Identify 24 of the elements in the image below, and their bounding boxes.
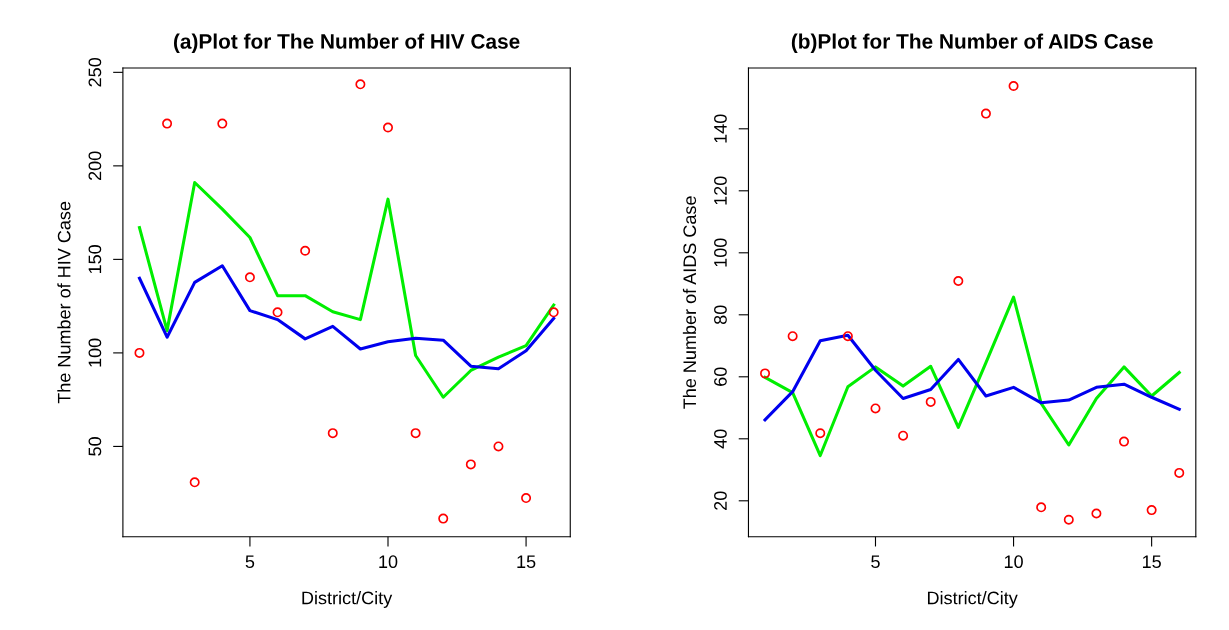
y-tick-label: 100 xyxy=(714,238,727,267)
x-tick-label: 10 xyxy=(1004,555,1023,569)
y-tick-label: 140 xyxy=(714,114,727,143)
y-tick-label: 120 xyxy=(714,176,727,205)
y-tick-label: 20 xyxy=(714,491,727,510)
y-axis-title: The Number of HIV Case xyxy=(57,201,71,404)
x-axis-title: District/City xyxy=(927,591,1018,608)
y-axis-title: The Number of AIDS Case xyxy=(682,196,697,409)
y-tick-label: 80 xyxy=(714,305,727,325)
chart-title: (b)Plot for The Number of AIDS Case xyxy=(791,33,1153,53)
x-axis-title: District/City xyxy=(302,591,393,608)
x-tick-label: 5 xyxy=(871,555,880,569)
y-tick-label: 50 xyxy=(88,437,102,456)
chart-title: (a)Plot for The Number of HIV Case xyxy=(173,33,520,53)
x-tick-label: 15 xyxy=(1142,555,1161,569)
y-tick-label: 200 xyxy=(88,151,102,181)
y-tick-label: 40 xyxy=(714,429,727,449)
y-tick-label: 150 xyxy=(88,245,102,274)
x-tick-label: 15 xyxy=(517,555,536,569)
y-tick-label: 250 xyxy=(88,57,102,87)
y-tick-label: 60 xyxy=(714,367,727,386)
x-tick-label: 10 xyxy=(379,555,398,569)
x-tick-label: 5 xyxy=(245,555,255,569)
y-tick-label: 100 xyxy=(88,338,102,367)
